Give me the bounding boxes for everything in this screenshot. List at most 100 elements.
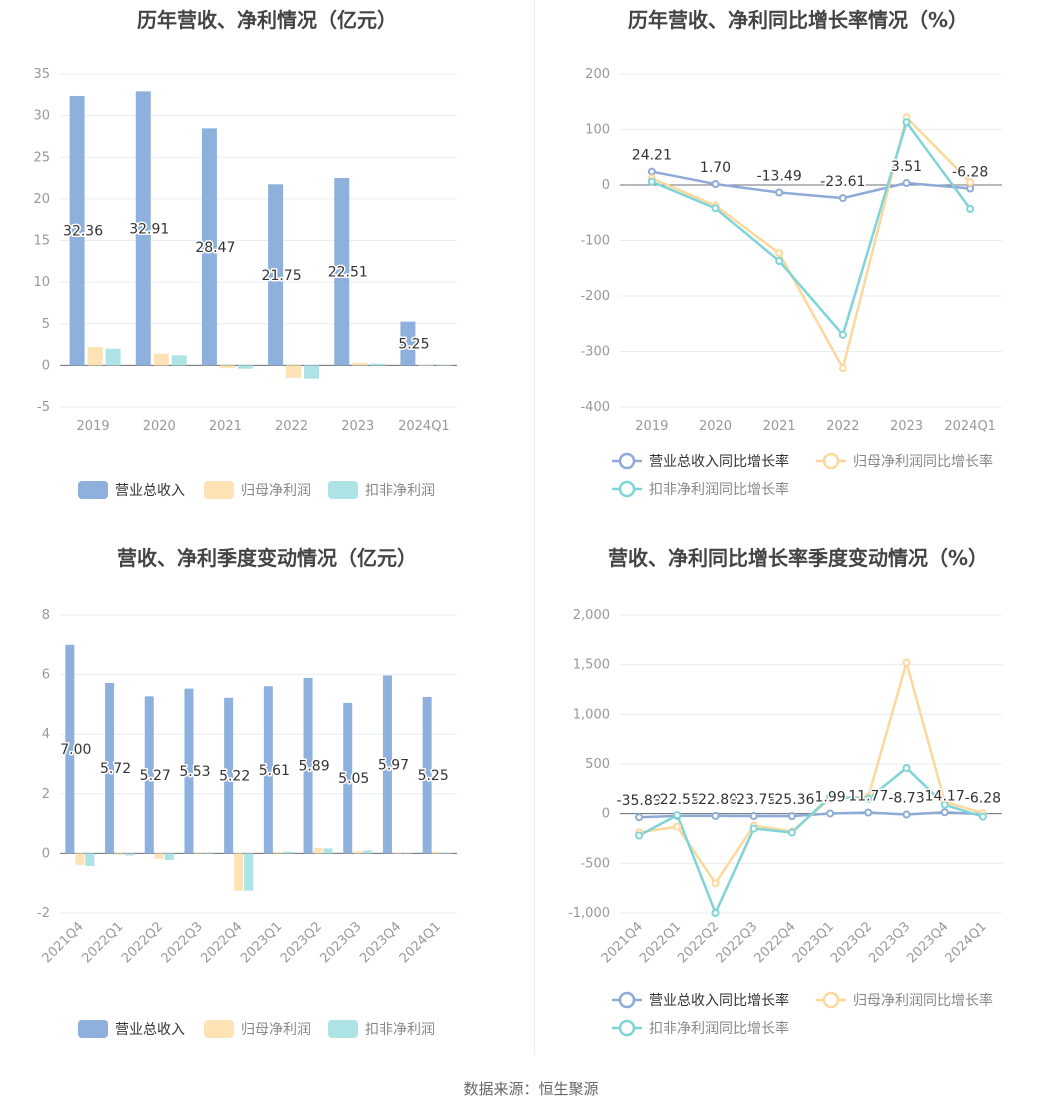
x-tick-label: 2020 [699,419,732,434]
data-point [635,831,644,840]
series-line [638,766,984,917]
bar [105,348,121,366]
data-point [635,813,644,822]
bar [144,696,154,854]
x-tick-label: 2024Q1 [398,419,450,434]
annual-growth-rate-panel: 历年营收、净利同比增长率情况（%） -400 -300 -200 -100 0 100 20… [534,0,1062,510]
data-label: 22.51 [328,265,368,281]
data-label: 5.25 [418,768,449,784]
legend-marker [618,480,636,498]
bar [432,851,442,854]
annual-growth-rate-chart: -400 -300 -200 -100 0 100 200 2019 2020 2021 2022 2… [580,67,1002,498]
y-tick-label: 30 [33,109,50,124]
bar [244,853,254,891]
y-tick-label: -500 [580,856,610,871]
y-tick-label: 8 [42,608,50,623]
legend-marker [822,452,840,470]
x-tick-label: 2022 [826,419,859,434]
chart-title: 营收、净利同比增长率季度变动情况（%） [607,546,989,570]
bar [153,353,169,366]
y-tick-label: 2,000 [573,608,610,623]
data-point [787,828,796,837]
bar [125,853,135,856]
bar [418,364,434,366]
data-label: 11.77 [848,788,888,804]
x-tick-label: 2022Q3 [713,919,760,966]
legend-marker [618,452,636,470]
bar [65,644,75,854]
x-tick-label: 2023Q4 [357,919,404,966]
series-line [651,170,971,200]
bar [303,677,313,854]
x-tick-label: 2023Q4 [904,919,951,966]
bar [154,853,164,859]
data-label: -22.55 [655,792,700,808]
data-point [902,810,911,819]
data-point [647,177,656,186]
legend-swatch [78,481,108,499]
bar [286,365,302,378]
data-label: 5.53 [179,764,210,780]
bar [363,850,373,854]
data-point [838,364,847,373]
legend-label: 扣非净利润同比增长率 [649,481,789,498]
data-point [940,808,949,817]
x-tick-label: 2022Q3 [159,919,206,966]
data-point [838,330,847,339]
data-label: 14.17 [925,788,965,804]
y-tick-label: 1,500 [573,658,610,673]
legend-label: 归母净利润 [241,482,311,499]
chart-title: 历年营收、净利情况（亿元） [137,8,397,32]
x-tick-label: 2023Q3 [866,919,913,966]
x-tick-label: 2023 [890,419,923,434]
y-tick-label: 4 [42,727,50,742]
data-label: 32.91 [129,221,169,237]
x-tick-label: 2023Q1 [238,919,285,966]
data-label: 5.72 [100,761,131,777]
legend-swatch [204,481,234,499]
data-point [902,763,911,772]
y-tick-label: -1,000 [568,906,610,921]
data-point [673,822,682,831]
legend-label: 营业总收入同比增长率 [649,453,789,470]
y-tick-label: -5 [37,400,50,415]
bar [69,95,85,366]
y-tick-label: 200 [585,67,610,82]
x-tick-label: 2024Q1 [943,919,990,966]
bar [87,347,103,366]
data-point [775,188,784,197]
data-source: 数据来源：恒生聚源 [463,1080,599,1098]
legend-label: 归母净利润同比增长率 [853,992,993,1009]
chart-title: 营收、净利季度变动情况（亿元） [117,546,417,570]
bar [273,851,283,854]
data-label: 5.25 [398,337,429,353]
bar [323,848,333,854]
bar [313,848,323,854]
data-point [711,811,720,820]
x-tick-label: 2023Q2 [278,919,325,966]
panel-divider [534,0,535,1055]
x-tick-label: 2021Q4 [40,919,87,966]
data-point [749,824,758,833]
x-tick-label: 2023Q2 [828,919,875,966]
legend-swatch [328,1020,358,1038]
bar [334,177,350,366]
x-tick-label: 2021Q4 [599,919,646,966]
data-point [902,658,911,667]
bar [237,365,253,369]
y-tick-label: -2 [37,906,50,921]
data-label: -13.49 [757,168,802,184]
bar [115,853,125,855]
chart-title: 历年营收、净利同比增长率情况（%） [627,8,969,32]
x-tick-label: 2019 [77,419,110,434]
x-tick-label: 2019 [635,419,668,434]
x-tick-label: 2022Q1 [79,919,126,966]
bar [263,686,273,854]
y-tick-label: 500 [585,757,610,772]
legend-label: 扣非净利润 [365,1022,435,1038]
bar [268,184,284,366]
bar [234,853,244,891]
data-label: 24.21 [632,148,672,164]
x-tick-label: 2021 [763,419,796,434]
data-point [864,808,873,817]
